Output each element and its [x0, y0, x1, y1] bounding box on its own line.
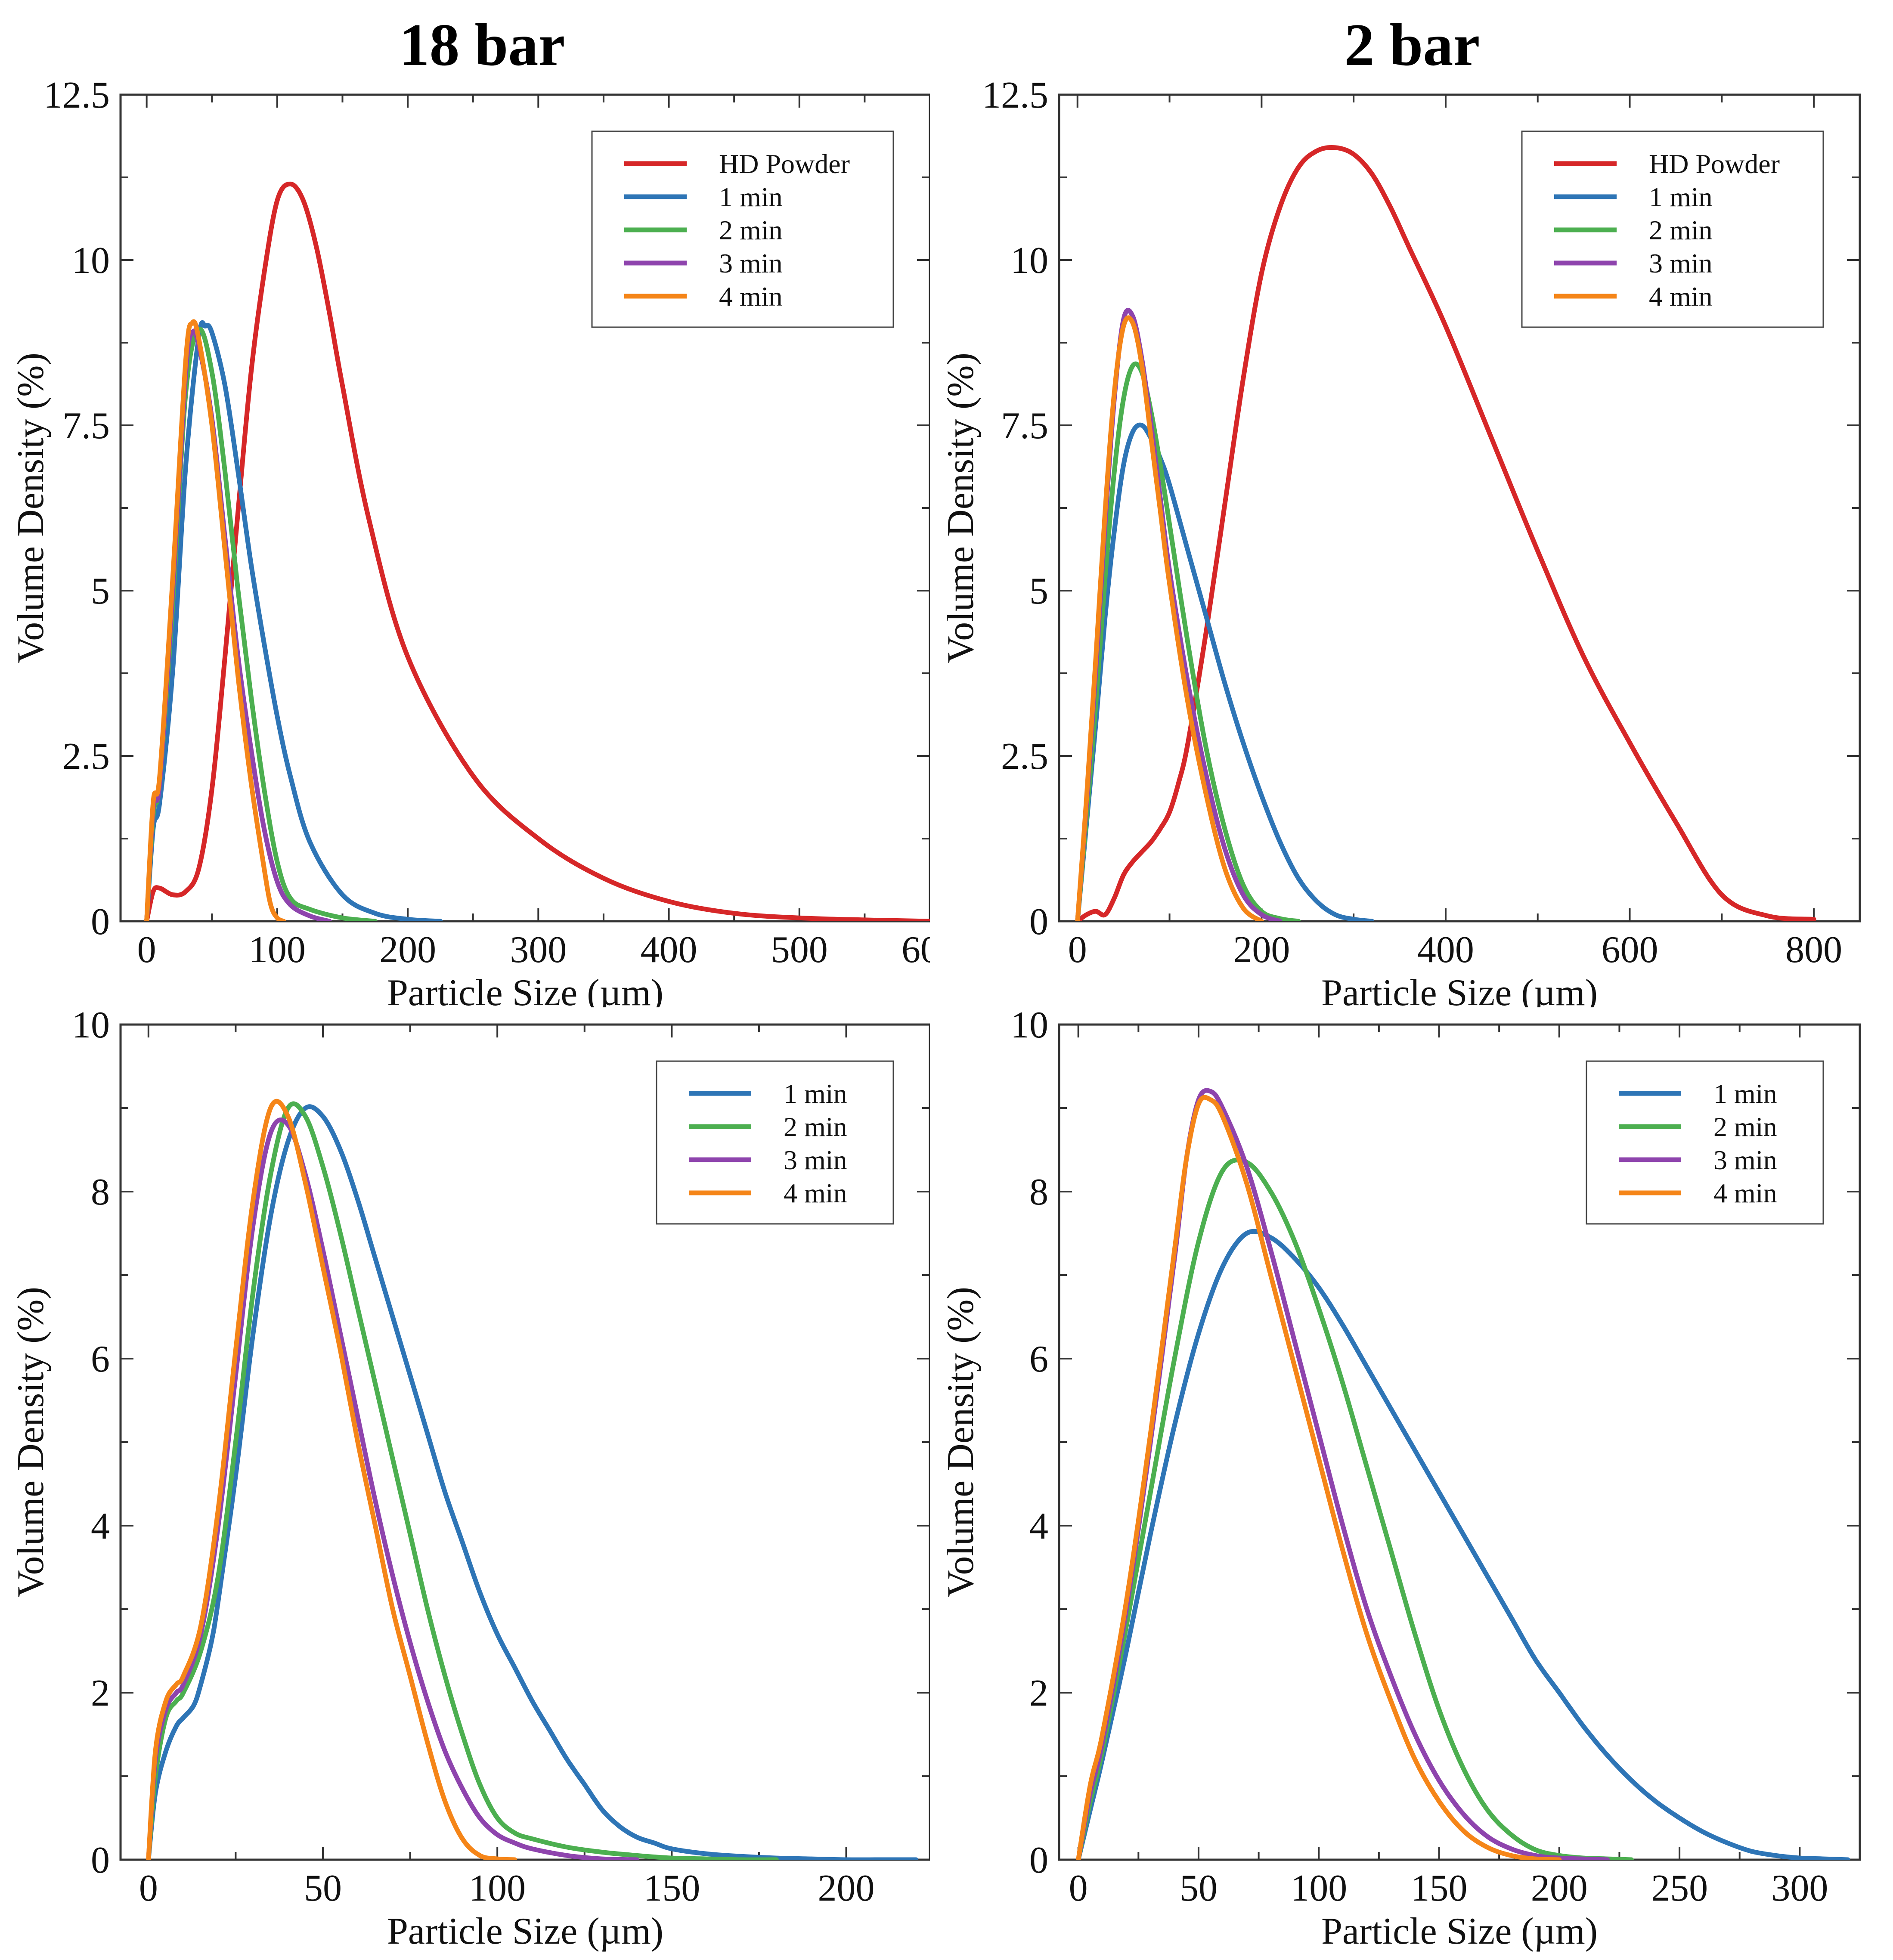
- legend-label-2-min: 2 min: [1649, 215, 1713, 245]
- column-title-18-bar: 18 bar: [399, 12, 565, 78]
- x-tick-label: 500: [771, 929, 828, 971]
- series-line-3-min: [1075, 308, 1283, 921]
- x-tick-label: 400: [641, 929, 697, 971]
- legend-label-2-min: 2 min: [719, 215, 783, 245]
- y-tick-label: 10: [72, 1007, 110, 1046]
- y-axis-label: Volume Density (%): [940, 353, 982, 663]
- legend-label-3-min: 3 min: [719, 248, 783, 279]
- series-line-4-min: [146, 1099, 517, 1860]
- x-axis-label: Particle Size (µm): [387, 972, 663, 1007]
- y-tick-label: 2.5: [62, 736, 110, 777]
- series-line-4-min: [1076, 1095, 1562, 1860]
- y-tick-label: 10: [72, 240, 110, 282]
- y-tick-label: 2: [1029, 1672, 1048, 1714]
- y-tick-label: 0: [1029, 901, 1048, 943]
- x-tick-label: 800: [1785, 929, 1842, 971]
- y-tick-label: 10: [1010, 1007, 1048, 1046]
- y-tick-label: 12.5: [43, 77, 110, 116]
- series-line-hd-powder: [144, 181, 930, 921]
- legend-label-4-min: 4 min: [1713, 1178, 1777, 1208]
- x-tick-label: 50: [1180, 1867, 1218, 1909]
- legend-label-3-min: 3 min: [1649, 248, 1713, 279]
- x-tick-label: 150: [1411, 1867, 1468, 1909]
- y-tick-label: 6: [91, 1338, 110, 1380]
- x-tick-label: 0: [137, 929, 156, 971]
- y-tick-label: 7.5: [62, 405, 110, 447]
- legend-box: [656, 1060, 894, 1225]
- series-line-4-min: [1075, 315, 1264, 921]
- x-tick-label: 0: [1068, 929, 1087, 971]
- legend-label-4-min: 4 min: [784, 1178, 847, 1208]
- x-tick-label: 300: [1771, 1867, 1828, 1909]
- legend-box: [1586, 1060, 1824, 1225]
- y-tick-label: 5: [91, 570, 110, 612]
- y-tick-label: 12.5: [982, 77, 1048, 116]
- chart-2bar-zoomed: 0 50 100 150 200 250 300 0 2 4 6 8 10 Particle Size (…: [940, 1007, 1861, 1952]
- x-tick-label: 600: [902, 929, 930, 971]
- y-axis-label: Volume Density (%): [940, 1287, 982, 1598]
- series-line-2-min: [146, 1101, 779, 1860]
- legend-label-2-min: 2 min: [784, 1112, 847, 1142]
- x-tick-label: 50: [304, 1867, 342, 1909]
- y-tick-label: 2.5: [1001, 736, 1048, 777]
- y-tick-label: 0: [91, 1839, 110, 1881]
- series-line-4-min: [144, 319, 286, 921]
- legend-label-hd-powder: HD Powder: [719, 149, 850, 179]
- series-line-1-min: [144, 320, 443, 921]
- y-tick-label: 7.5: [1001, 405, 1048, 447]
- x-tick-label: 0: [1069, 1867, 1088, 1909]
- series-line-1-min: [146, 1104, 919, 1860]
- y-tick-label: 5: [1029, 570, 1048, 612]
- chart-2bar-full-range: 0 200 400 600 800 0 2.5 5 7.5 10 12.5 Particle Size…: [940, 77, 1861, 1007]
- legend-label-1-min: 1 min: [784, 1078, 847, 1109]
- series-line-3-min: [1076, 1088, 1610, 1860]
- series-line-1-min: [1076, 1229, 1850, 1860]
- x-tick-label: 0: [139, 1867, 158, 1909]
- x-tick-label: 200: [1233, 929, 1290, 971]
- x-tick-label: 400: [1417, 929, 1474, 971]
- x-tick-label: 100: [249, 929, 306, 971]
- legend-label-2-min: 2 min: [1713, 1112, 1777, 1142]
- series-line-2-min: [1076, 1158, 1634, 1860]
- chart-18bar-full-range: 0 100 200 300 400 500 600 0 2.5 5 7.5 10 12.5 Particl…: [10, 77, 930, 1007]
- x-tick-label: 200: [379, 929, 436, 971]
- x-axis-label: Particle Size (µm): [1321, 1910, 1598, 1952]
- x-tick-label: 600: [1602, 929, 1658, 971]
- y-tick-label: 8: [1029, 1171, 1048, 1213]
- legend-label-4-min: 4 min: [719, 281, 783, 312]
- legend-label-1-min: 1 min: [719, 182, 783, 212]
- legend-label-3-min: 3 min: [784, 1145, 847, 1175]
- y-axis-label: Volume Density (%): [10, 1287, 52, 1598]
- legend-label-3-min: 3 min: [1713, 1145, 1777, 1175]
- x-axis-label: Particle Size (µm): [1321, 972, 1598, 1007]
- x-tick-label: 300: [510, 929, 567, 971]
- x-tick-label: 100: [469, 1867, 526, 1909]
- x-tick-label: 200: [1531, 1867, 1588, 1909]
- y-tick-label: 10: [1010, 240, 1048, 282]
- x-tick-label: 100: [1290, 1867, 1347, 1909]
- series-line-hd-powder: [1075, 145, 1816, 921]
- column-title-2-bar: 2 bar: [1344, 12, 1480, 78]
- legend-label-4-min: 4 min: [1649, 281, 1713, 312]
- y-tick-label: 4: [91, 1505, 110, 1547]
- y-tick-label: 2: [91, 1672, 110, 1714]
- y-tick-label: 6: [1029, 1338, 1048, 1380]
- y-axis-label: Volume Density (%): [10, 353, 52, 663]
- y-tick-label: 4: [1029, 1505, 1048, 1547]
- x-axis-label: Particle Size (µm): [387, 1910, 663, 1952]
- y-tick-label: 0: [1029, 1839, 1048, 1881]
- legend-label-1-min: 1 min: [1649, 182, 1713, 212]
- legend-label-hd-powder: HD Powder: [1649, 149, 1780, 179]
- x-tick-label: 200: [818, 1867, 875, 1909]
- x-tick-label: 150: [643, 1867, 700, 1909]
- x-tick-label: 250: [1651, 1867, 1708, 1909]
- legend-label-1-min: 1 min: [1713, 1078, 1777, 1109]
- chart-18bar-zoomed: 0 50 100 150 200 0 2 4 6 8 10 Particle Size (µm) Vol…: [10, 1007, 930, 1952]
- y-tick-label: 0: [91, 901, 110, 943]
- y-tick-label: 8: [91, 1171, 110, 1213]
